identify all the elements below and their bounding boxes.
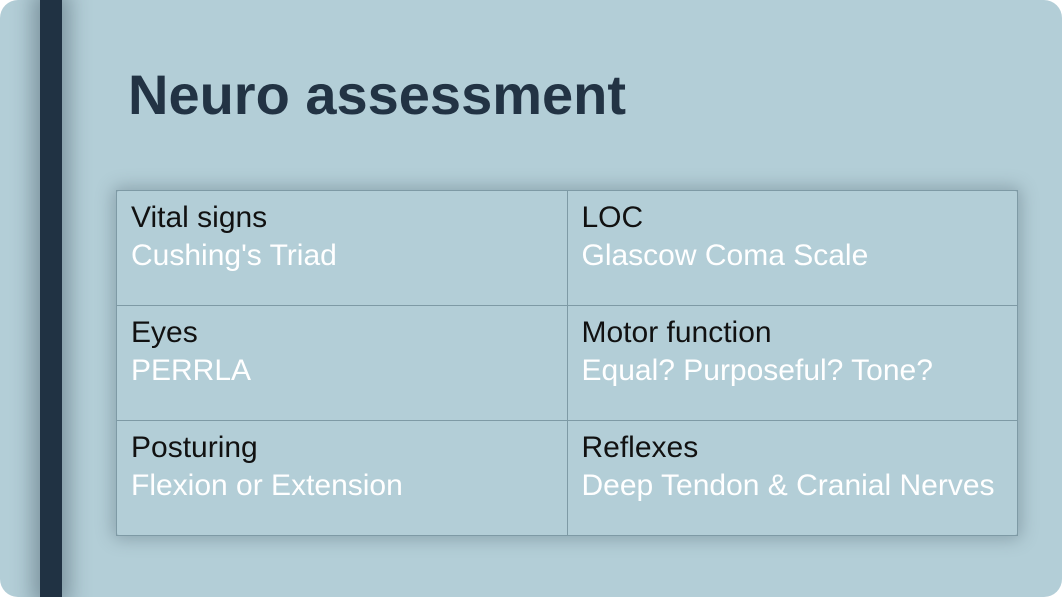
cell-value: PERRLA	[131, 354, 553, 388]
table-row: Eyes PERRLA Motor function Equal? Purpos…	[117, 306, 1018, 421]
cell-value: Flexion or Extension	[131, 469, 553, 503]
cell-label: Vital signs	[131, 201, 553, 235]
table-cell: LOC Glascow Coma Scale	[567, 191, 1018, 306]
cell-value: Cushing's Triad	[131, 239, 553, 273]
cell-label: Eyes	[131, 316, 553, 350]
table-row: Posturing Flexion or Extension Reflexes …	[117, 421, 1018, 536]
cell-value: Deep Tendon & Cranial Nerves	[582, 469, 1004, 503]
left-accent-bar	[40, 0, 62, 597]
table-cell: Motor function Equal? Purposeful? Tone?	[567, 306, 1018, 421]
cell-label: Reflexes	[582, 431, 1004, 465]
cell-label: Posturing	[131, 431, 553, 465]
table-row: Vital signs Cushing's Triad LOC Glascow …	[117, 191, 1018, 306]
table-cell: Vital signs Cushing's Triad	[117, 191, 568, 306]
assessment-table: Vital signs Cushing's Triad LOC Glascow …	[116, 190, 1018, 536]
cell-label: LOC	[582, 201, 1004, 235]
slide-title: Neuro assessment	[128, 62, 626, 127]
table-cell: Reflexes Deep Tendon & Cranial Nerves	[567, 421, 1018, 536]
cell-value: Glascow Coma Scale	[582, 239, 1004, 273]
slide: Neuro assessment Vital signs Cushing's T…	[0, 0, 1062, 597]
table-cell: Posturing Flexion or Extension	[117, 421, 568, 536]
cell-label: Motor function	[582, 316, 1004, 350]
table-cell: Eyes PERRLA	[117, 306, 568, 421]
cell-value: Equal? Purposeful? Tone?	[582, 354, 1004, 388]
